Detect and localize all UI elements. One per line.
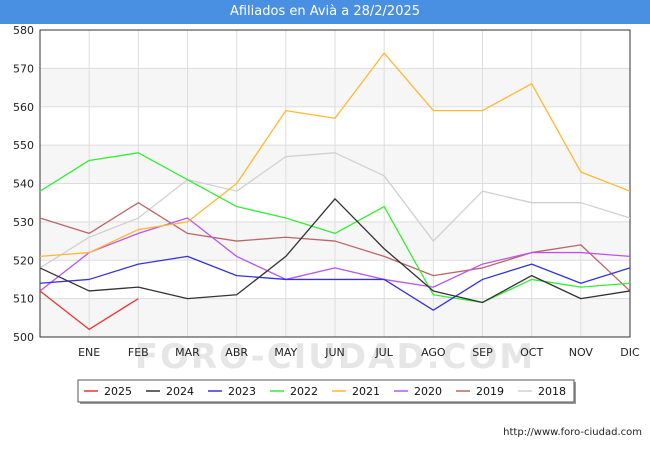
y-tick-label: 500 [13,331,34,344]
series-line-2023 [39,255,631,311]
legend-label-2025: 2025 [104,385,132,398]
series-line-2022 [39,152,631,304]
y-tick-label: 580 [13,24,34,37]
x-tick-label: OCT [520,346,543,359]
title-bar [0,0,650,24]
x-tick-label: DIC [620,346,640,359]
x-tick-label: SEP [472,346,493,359]
x-tick-label: JUL [374,346,393,359]
x-tick-label: JUN [324,346,345,359]
series-line-2018 [39,152,631,269]
y-tick-label: 550 [13,139,34,152]
x-tick-label: MAY [274,346,297,359]
y-tick-label: 530 [13,216,34,229]
y-tick-label: 510 [13,293,34,306]
y-tick-label: 570 [13,62,34,75]
y-tick-label: 560 [13,101,34,114]
y-tick-label: 540 [13,178,34,191]
series-line-2021 [39,52,631,258]
plot-border [39,29,631,338]
legend-label-2020: 2020 [414,385,442,398]
series-line-2025 [39,290,139,330]
legend-label-2019: 2019 [476,385,504,398]
y-tick-label: 520 [13,254,34,267]
legend-box [77,379,575,403]
legend-label-2018: 2018 [538,385,566,398]
source-link[interactable]: http://www.foro-ciudad.com [503,427,642,438]
x-tick-label: FEB [128,346,149,359]
watermark: FORO-CIUDAD.COM [135,337,536,377]
x-tick-label: ENE [78,346,100,359]
x-tick-label: ABR [225,346,248,359]
x-tick-label: MAR [175,346,200,359]
legend-label-2022: 2022 [290,385,318,398]
legend-label-2024: 2024 [166,385,194,398]
x-tick-label: AGO [421,346,446,359]
chart-title: Afiliados en Avià a 28/2/2025 [229,4,421,19]
legend-label-2023: 2023 [228,385,256,398]
legend-label-2021: 2021 [352,385,380,398]
series-line-2020 [39,217,631,292]
series-line-2024 [39,198,631,304]
x-tick-label: NOV [569,346,594,359]
